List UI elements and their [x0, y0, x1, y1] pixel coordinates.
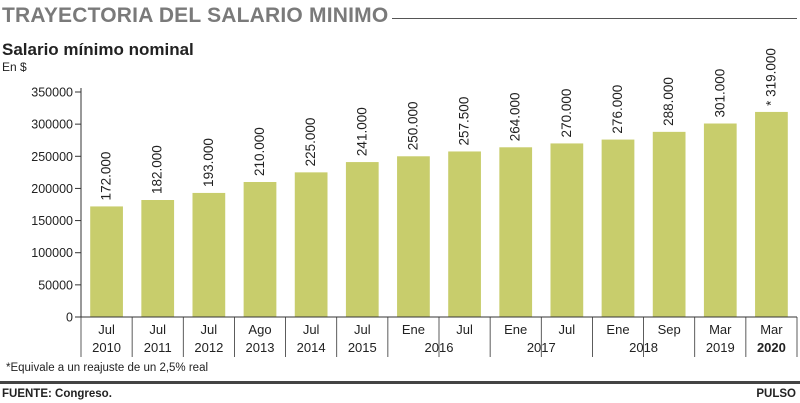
x-year-label: 2013 — [246, 340, 275, 355]
bar — [141, 200, 175, 317]
bar-value-label: 172.000 — [99, 152, 114, 201]
bar-value-label: 210.000 — [252, 127, 267, 176]
bar — [755, 111, 788, 317]
bar — [550, 143, 584, 317]
bar-value-label: 241.000 — [354, 107, 369, 156]
brand-label: PULSO — [756, 388, 796, 400]
bar-value-label: 276.000 — [610, 85, 625, 134]
x-month-label: Ene — [606, 322, 629, 337]
bar — [294, 172, 328, 317]
bar — [448, 151, 481, 317]
bar-value-label: 250.000 — [405, 101, 420, 150]
bar — [397, 156, 430, 317]
bar-value-label: 264.000 — [508, 92, 523, 141]
chart-title: TRAYECTORIA DEL SALARIO MINIMO — [2, 4, 389, 27]
x-year-label: 2018 — [629, 340, 658, 355]
x-month-label: Jul — [98, 322, 115, 337]
y-tick-label: 350000 — [31, 86, 73, 100]
x-month-label: Jul — [201, 322, 218, 337]
x-year-label: 2014 — [297, 340, 326, 355]
x-year-label: 2015 — [348, 340, 377, 355]
y-tick-label: 150000 — [31, 214, 73, 228]
bar — [601, 139, 635, 317]
bar — [499, 147, 533, 317]
x-month-label: Ago — [248, 322, 271, 337]
x-month-label: Mar — [760, 322, 783, 337]
unit-label: En $ — [2, 60, 27, 74]
bar — [243, 182, 277, 317]
bar-value-label: * 319.000 — [763, 48, 778, 106]
bar-value-label: 270.000 — [559, 89, 574, 138]
x-month-label: Jul — [456, 322, 473, 337]
bar — [703, 123, 737, 317]
bar — [192, 192, 226, 317]
y-tick-label: 100000 — [31, 246, 73, 260]
footnote: *Equivale a un reajuste de un 2,5% real — [6, 362, 209, 374]
footer-divider — [0, 381, 800, 384]
x-year-label: 2017 — [527, 340, 556, 355]
x-year-label: 2019 — [706, 340, 735, 355]
x-month-label: Sep — [658, 322, 681, 337]
chart-subtitle: Salario mínimo nominal — [2, 40, 194, 59]
bar-value-label: 288.000 — [661, 77, 676, 126]
bar-value-label: 257.500 — [457, 97, 472, 146]
x-year-label: 2011 — [144, 340, 172, 355]
bar-value-label: 301.000 — [712, 69, 727, 118]
bar — [652, 131, 686, 317]
x-year-label: 2020 — [757, 340, 786, 355]
x-month-label: Ene — [504, 322, 527, 337]
bar — [345, 162, 379, 317]
x-month-label: Mar — [709, 322, 732, 337]
bar-value-label: 182.000 — [150, 145, 165, 194]
y-tick-label: 50000 — [38, 278, 73, 292]
title-divider — [392, 18, 797, 19]
x-year-label: 2016 — [425, 340, 454, 355]
source-label: FUENTE: Congreso. — [2, 388, 112, 400]
x-month-label: Jul — [559, 322, 576, 337]
y-tick-label: 0 — [66, 311, 73, 325]
y-tick-label: 250000 — [31, 150, 73, 164]
x-year-label: 2010 — [92, 340, 121, 355]
bar-value-label: 225.000 — [303, 118, 318, 167]
bar-value-label: 193.000 — [201, 138, 216, 187]
x-month-label: Jul — [354, 322, 371, 337]
x-month-label: Jul — [149, 322, 166, 337]
x-month-label: Jul — [303, 322, 320, 337]
y-tick-label: 200000 — [31, 182, 73, 196]
y-tick-label: 300000 — [31, 118, 73, 132]
x-month-label: Ene — [402, 322, 425, 337]
x-year-label: 2012 — [194, 340, 223, 355]
bar — [90, 206, 123, 317]
